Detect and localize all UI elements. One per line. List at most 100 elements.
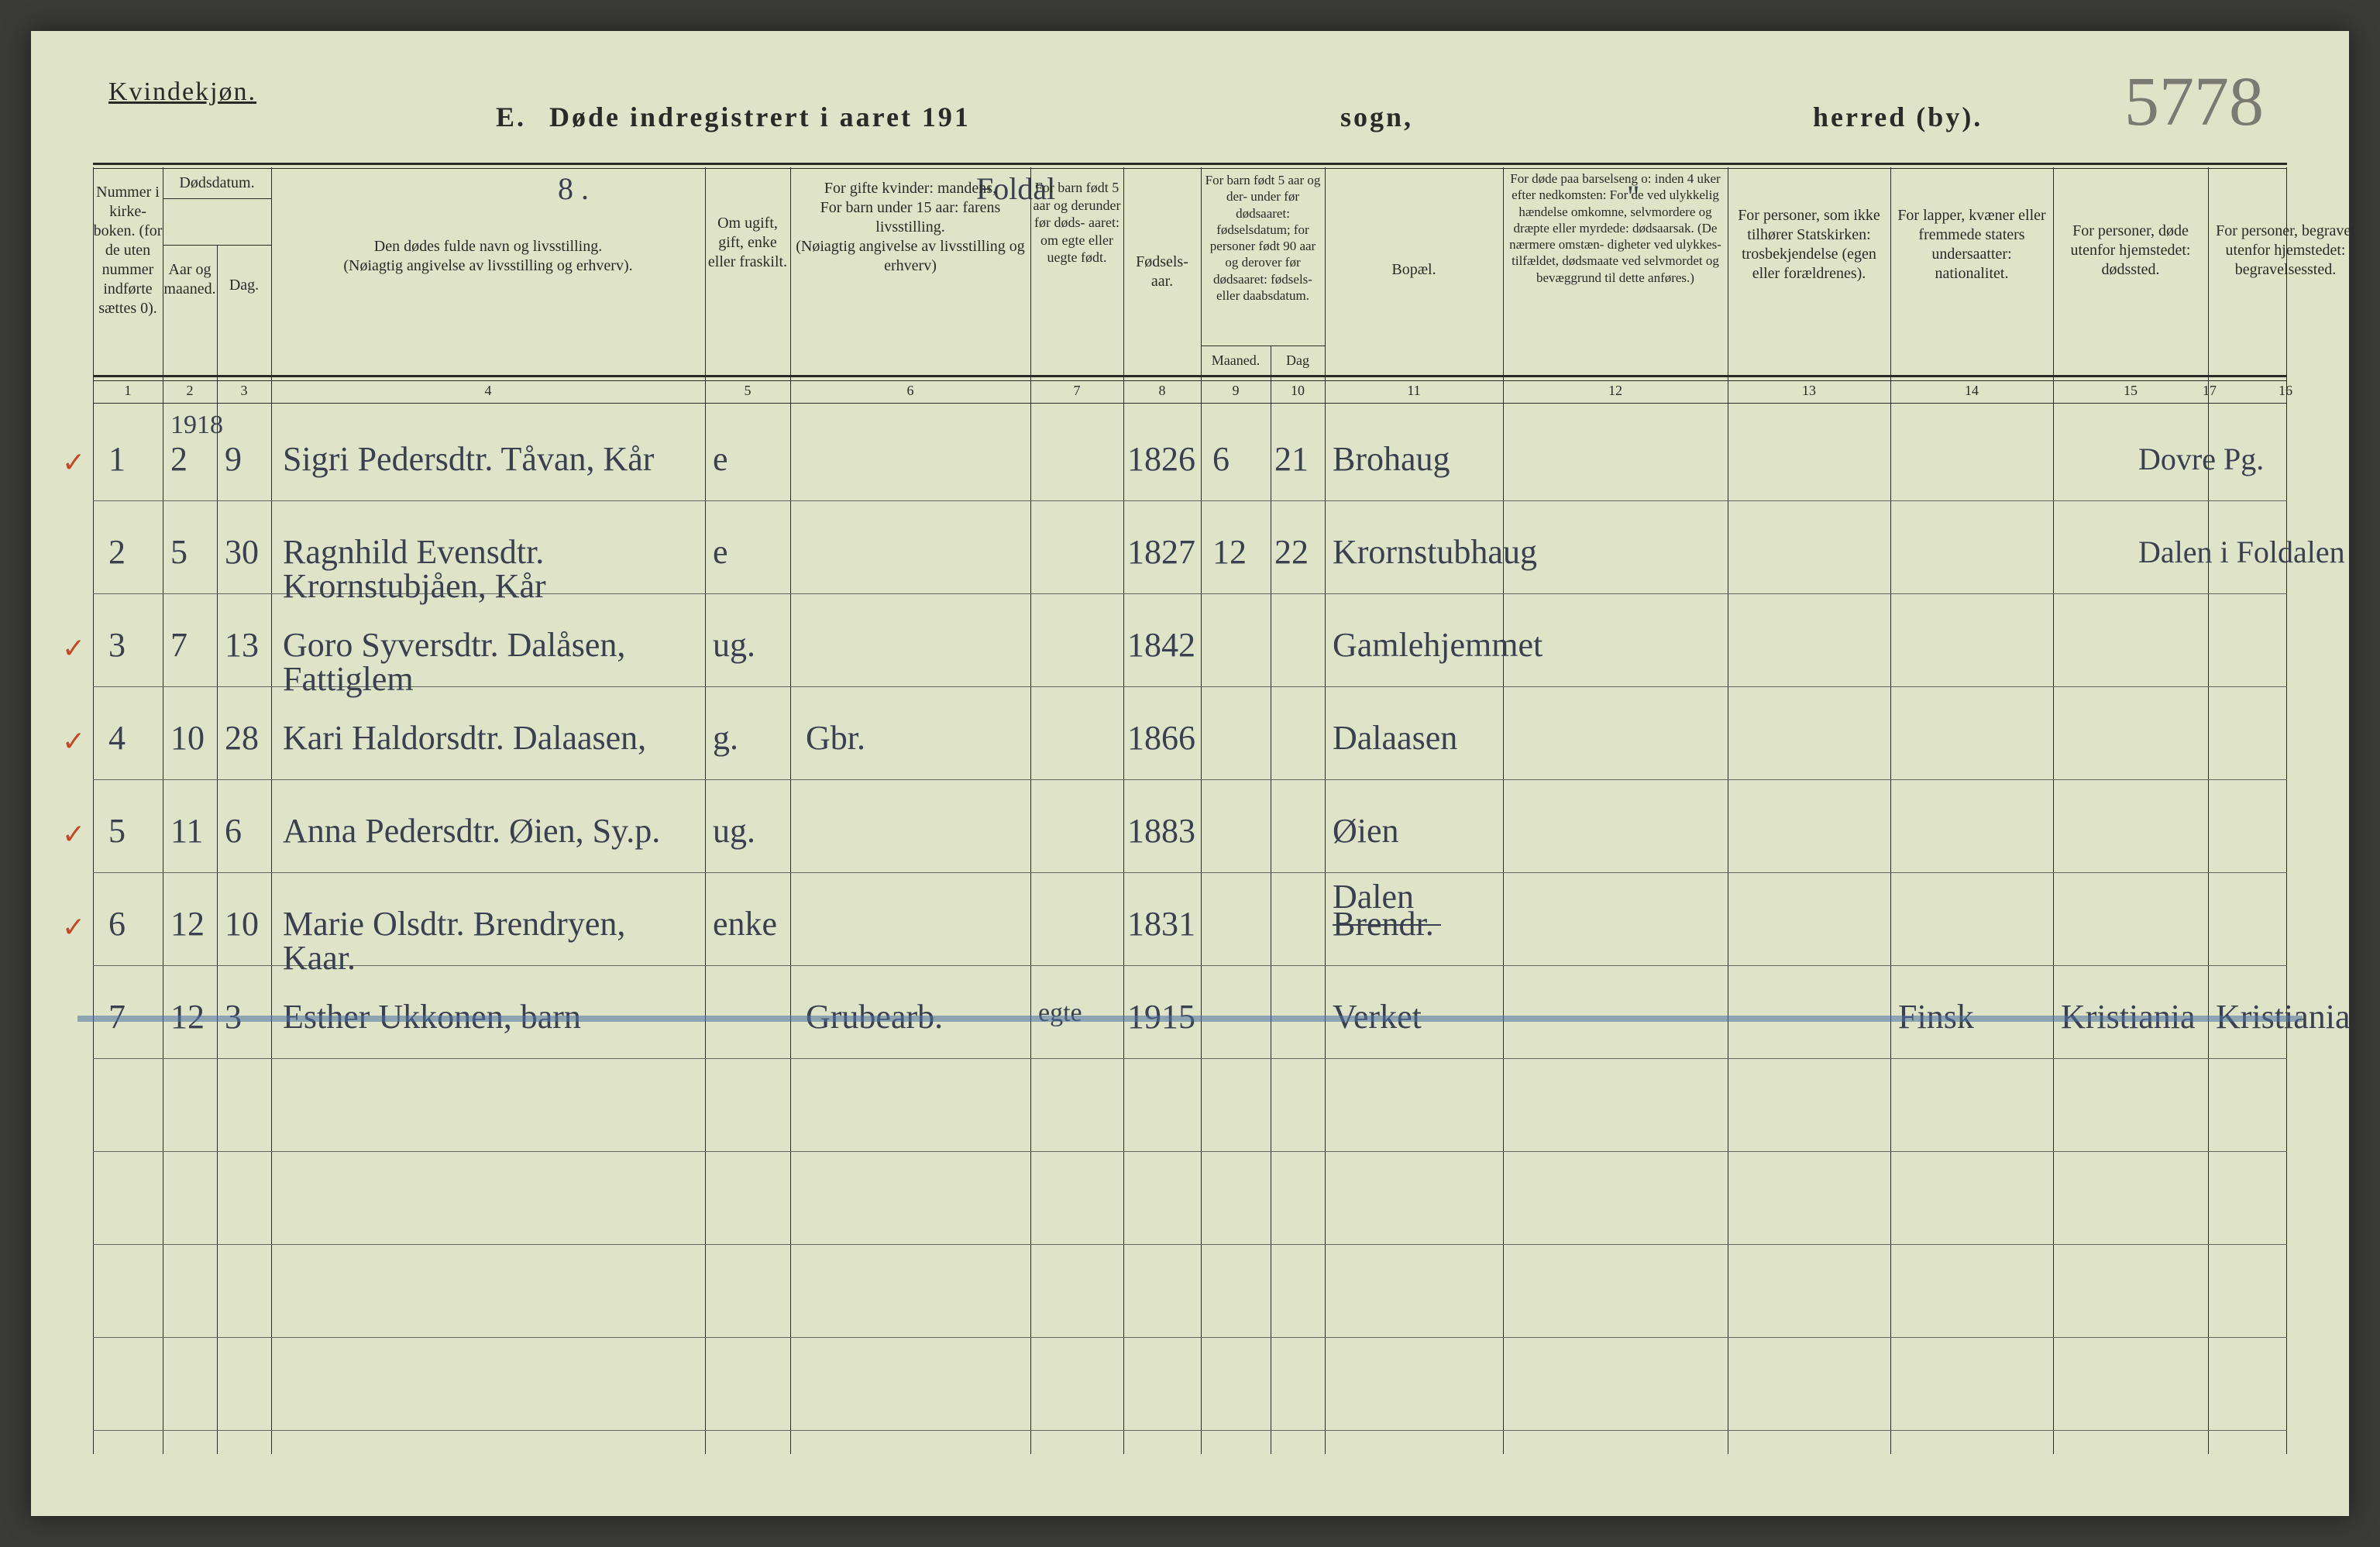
entry-cell: 4: [108, 721, 155, 755]
entry-cell: ug.: [713, 814, 790, 848]
hdr-12: For døde paa barselseng o: inden 4 uker …: [1506, 170, 1725, 286]
hdr-10: Dag: [1271, 352, 1325, 370]
col-line: [2286, 167, 2287, 1454]
col-line: [1030, 167, 1031, 1454]
col-line: [1123, 167, 1124, 1454]
hdr-16: For personer, begravet utenfor hjemstede…: [2208, 222, 2363, 280]
row-line: [93, 1337, 2287, 1338]
sub-rule: [163, 198, 271, 199]
rule-colnum: [93, 403, 2287, 404]
entry-cell: Sigri Pedersdtr. Tåvan, Kår: [283, 442, 701, 476]
title-row: E. Døde indregistrert i aaret 191 8 . Fo…: [108, 101, 2272, 147]
sogn-label: sogn,: [1340, 101, 1413, 133]
entry-cell: 10: [170, 721, 217, 755]
entry-cell: 6: [108, 907, 155, 941]
column-number: 14: [1890, 383, 2053, 399]
hdr-8: Fødsels- aar.: [1123, 253, 1201, 291]
entry-cell: ug.: [713, 628, 790, 662]
hdr-13: For personer, som ikke tilhører Statskir…: [1731, 206, 1887, 284]
entry-cell: 1827: [1127, 535, 1205, 569]
blue-strikethrough-line: [77, 1016, 2303, 1022]
entry-cell: 1826: [1127, 442, 1205, 476]
entry-cell: Øien: [1333, 814, 1503, 848]
entry-cell: 2: [170, 442, 217, 476]
year-note: 1918: [170, 412, 223, 438]
herred-label: herred (by).: [1813, 101, 1983, 133]
col-line: [93, 167, 94, 1454]
hdr-11: Bopæl.: [1325, 260, 1503, 280]
entry-cell: enke: [713, 907, 790, 941]
col-line: [217, 406, 218, 1454]
hdr-910: For barn født 5 aar og der- under før dø…: [1202, 172, 1323, 304]
column-number: 6: [790, 383, 1030, 399]
entry-cell: 3: [108, 628, 155, 662]
entry-cell: egte: [1038, 1000, 1116, 1026]
column-number: 17: [2132, 383, 2287, 399]
row-line: [93, 1430, 2287, 1431]
checkmark-icon: ✓: [62, 446, 85, 479]
column-number: 12: [1503, 383, 1728, 399]
sub-rule: [1201, 345, 1325, 346]
col-line: [2053, 167, 2054, 1454]
entry-cell: 1883: [1127, 814, 1205, 848]
entry-cell: 7: [170, 628, 217, 662]
row-line: [93, 872, 2287, 873]
row-line: [93, 1244, 2287, 1245]
col-line: [217, 245, 218, 406]
hdr-2: Aar og maaned.: [163, 260, 217, 299]
col-line: [790, 167, 791, 1454]
column-number: 13: [1728, 383, 1890, 399]
col-line: [271, 167, 272, 1454]
entry-cell: 2: [108, 535, 155, 569]
strikethrough-line: [1333, 924, 1441, 926]
hdr-5: Om ugift, gift, enke eller fraskilt.: [705, 214, 790, 272]
hdr-4: Den dødes fulde navn og livsstilling. (N…: [279, 237, 697, 276]
col-line: [1503, 167, 1504, 1454]
entry-cell: e: [713, 442, 790, 476]
row-line: [93, 779, 2287, 780]
column-number: 8: [1123, 383, 1201, 399]
entry-cell: 12: [1212, 535, 1267, 569]
entry-cell: 10: [225, 907, 271, 941]
entry-cell: 5: [108, 814, 155, 848]
entry-cell: Ragnhild Evensdtr. Krornstubjåen, Kår: [283, 535, 701, 603]
hdr-15: For personer, døde utenfor hjemstedet: d…: [2053, 222, 2208, 280]
title-prefix: E.: [496, 101, 526, 133]
entry-cell: Dalen i Foldalen: [2138, 535, 2371, 569]
entry-cell: Anna Pedersdtr. Øien, Sy.p.: [283, 814, 701, 848]
checkmark-icon: ✓: [62, 911, 85, 944]
col-line: [705, 167, 706, 1454]
entry-cell: 13: [225, 628, 271, 662]
title-main: Døde indregistrert i aaret 191: [549, 101, 971, 133]
entry-cell: 6: [1212, 442, 1267, 476]
entry-cell: Gamlehjemmet: [1333, 628, 1503, 662]
entry-cell: 5: [170, 535, 217, 569]
column-number: 5: [705, 383, 790, 399]
entry-cell: Brohaug: [1333, 442, 1503, 476]
row-line: [93, 1058, 2287, 1059]
checkmark-icon: ✓: [62, 725, 85, 758]
entry-cell: 22: [1274, 535, 1321, 569]
column-number: 1: [93, 383, 163, 399]
col-line: [1890, 167, 1891, 1454]
table-area: Nummer i kirke- boken. (for de uten numm…: [93, 167, 2287, 1454]
hdr-6: For gifte kvinder: mandens, For barn und…: [794, 179, 1027, 276]
row-line: [93, 1151, 2287, 1152]
hdr-9: Maaned.: [1201, 352, 1271, 370]
column-number: 7: [1030, 383, 1123, 399]
column-number: 2: [163, 383, 217, 399]
checkmark-icon: ✓: [62, 818, 85, 851]
row-line: [93, 500, 2287, 501]
entry-cell: 1831: [1127, 907, 1205, 941]
entry-cell: 12: [170, 907, 217, 941]
entry-cell: Dovre Pg.: [2138, 442, 2371, 476]
hdr-dods: Dødsdatum.: [163, 174, 271, 193]
entry-cell: Gbr.: [806, 721, 1023, 755]
entry-cell: Krornstubhaug: [1333, 535, 1503, 569]
sub-rule: [163, 245, 271, 246]
entry-cell: Kari Haldorsdtr. Dalaasen,: [283, 721, 701, 755]
entry-cell: 30: [225, 535, 271, 569]
entry-cell: 9: [225, 442, 271, 476]
col-line: [1325, 167, 1326, 1454]
entry-cell: e: [713, 535, 790, 569]
